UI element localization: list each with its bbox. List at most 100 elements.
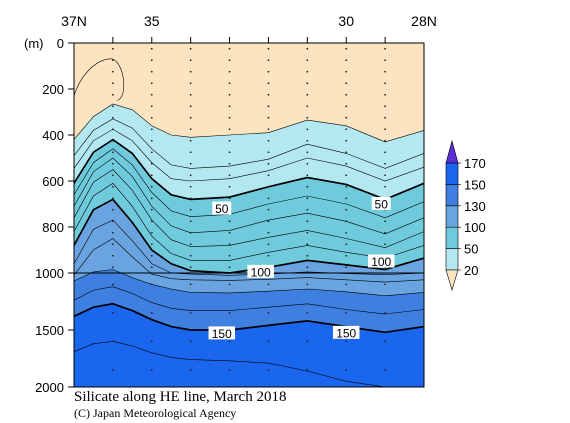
- y-tick-label: 800: [42, 220, 64, 235]
- sample-dot: [267, 254, 270, 257]
- station-sample-dots: [111, 47, 387, 371]
- x-label-start: 37N: [61, 13, 87, 29]
- sample-dot: [150, 266, 153, 269]
- sample-dot: [306, 254, 309, 257]
- sample-dot: [306, 312, 309, 314]
- sample-dot: [228, 185, 231, 188]
- sample-dot: [189, 208, 192, 211]
- contour-label: 100: [251, 265, 271, 279]
- contour-label: 50: [215, 202, 229, 216]
- sample-dot: [267, 128, 270, 131]
- sample-dot: [189, 70, 192, 73]
- sample-dot: [228, 47, 231, 50]
- sample-dot: [306, 220, 309, 223]
- sample-dot: [189, 312, 192, 314]
- sample-dot: [150, 116, 153, 119]
- sample-dot: [345, 162, 348, 165]
- sample-dot: [150, 208, 153, 211]
- sample-dot: [111, 116, 114, 119]
- y-tick-label: 0: [57, 36, 64, 51]
- isoline-80: [74, 169, 424, 249]
- sample-dot: [267, 59, 270, 62]
- sample-dot: [228, 254, 231, 257]
- sample-dot: [267, 174, 270, 177]
- sample-dot: [267, 185, 270, 188]
- sample-dot: [384, 139, 387, 142]
- sample-dot: [267, 93, 270, 96]
- sample-dot: [306, 369, 309, 371]
- sample-dot: [267, 116, 270, 119]
- sample-dot: [111, 105, 114, 108]
- sample-dot: [384, 59, 387, 62]
- sample-dot: [306, 243, 309, 246]
- sample-dot: [267, 82, 270, 85]
- colorbar-segment: [445, 205, 459, 228]
- sample-dot: [228, 243, 231, 246]
- sample-dot: [111, 185, 114, 188]
- contour-label: 150: [212, 327, 232, 341]
- sample-dot: [150, 283, 153, 286]
- sample-dot: [150, 231, 153, 234]
- x-tick-label: 30: [338, 13, 354, 29]
- sample-dot: [111, 70, 114, 73]
- sample-dot: [345, 105, 348, 108]
- sample-dot: [189, 231, 192, 234]
- sample-dot: [111, 208, 114, 211]
- colorbar-label: 150: [464, 177, 486, 192]
- sample-dot: [267, 369, 270, 371]
- sample-dot: [345, 266, 348, 269]
- sample-dot: [306, 105, 309, 108]
- sample-dot: [189, 369, 192, 371]
- sample-dot: [306, 266, 309, 269]
- contour-label: 50: [375, 198, 389, 212]
- sample-dot: [345, 128, 348, 131]
- sample-dot: [345, 369, 348, 371]
- sample-dot: [189, 243, 192, 246]
- colorbar-segment: [445, 226, 459, 249]
- sample-dot: [306, 185, 309, 188]
- x-label-end: 28N: [411, 13, 437, 29]
- sample-dot: [306, 283, 309, 286]
- sample-dot: [267, 243, 270, 246]
- sample-dot: [228, 59, 231, 62]
- sample-dot: [189, 340, 192, 343]
- sample-dot: [189, 105, 192, 108]
- sample-dot: [345, 47, 348, 50]
- sample-dot: [267, 312, 270, 314]
- contour-label-bg: [332, 325, 360, 339]
- sample-dot: [306, 208, 309, 211]
- contour-labels: 50 50 100 100 150 150: [208, 197, 395, 341]
- sample-dot: [306, 197, 309, 200]
- sample-dot: [384, 220, 387, 223]
- sample-dot: [267, 197, 270, 200]
- colorbar-segment: [445, 248, 459, 271]
- sample-dot: [189, 283, 192, 286]
- contour-label-bg: [208, 326, 236, 340]
- isoline-100: [74, 198, 424, 274]
- sample-dot: [228, 369, 231, 371]
- chart-credit: (C) Japan Meteorological Agency: [74, 406, 237, 420]
- sample-dot: [189, 254, 192, 257]
- sample-dot: [384, 174, 387, 177]
- sample-dot: [306, 47, 309, 50]
- sample-dot: [150, 340, 153, 343]
- colorbar-label: 170: [464, 156, 486, 171]
- sample-dot: [111, 93, 114, 96]
- sample-dot: [150, 82, 153, 85]
- sample-dot: [306, 59, 309, 62]
- x-tick-label: 35: [144, 13, 160, 29]
- sample-dot: [306, 70, 309, 73]
- sample-dot: [345, 243, 348, 246]
- sample-dot: [384, 93, 387, 96]
- sample-dot: [267, 162, 270, 165]
- sample-dot: [189, 220, 192, 223]
- sample-dot: [345, 70, 348, 73]
- isoline-50: [74, 138, 424, 201]
- sample-dot: [189, 197, 192, 200]
- sample-dot: [189, 116, 192, 119]
- sample-dot: [189, 185, 192, 188]
- sample-dot: [228, 105, 231, 108]
- sample-dot: [111, 231, 114, 234]
- sample-dot: [228, 266, 231, 269]
